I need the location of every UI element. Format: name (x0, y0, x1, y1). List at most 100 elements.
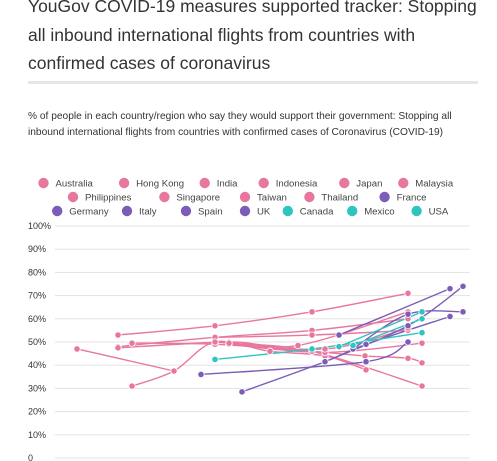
data-point-thailand[interactable] (321, 345, 329, 353)
data-point-australia[interactable] (404, 289, 412, 297)
legend-item-italy[interactable]: Italy (121, 205, 157, 218)
data-point-france[interactable] (446, 285, 454, 293)
page-title: YouGov COVID-19 measures supported track… (28, 0, 477, 73)
series-line-singapore (76, 348, 175, 372)
legend-swatch (67, 191, 79, 203)
legend-item-japan[interactable]: Japan (339, 177, 382, 190)
legend-swatch (52, 205, 63, 217)
y-tick-label: 0 (28, 453, 33, 461)
series-line-usa (352, 318, 423, 347)
legend-swatch (239, 191, 251, 203)
legend-label: Malaysia (415, 178, 454, 189)
legend-item-canada[interactable]: Canada (282, 205, 334, 218)
chart-description: % of people in each country/region who s… (28, 111, 452, 138)
data-point-hong-kong[interactable] (418, 359, 426, 367)
data-point-malaysia[interactable] (114, 344, 122, 352)
legend-item-usa[interactable]: USA (411, 205, 449, 218)
data-point-spain[interactable] (459, 308, 467, 316)
data-point-taiwan[interactable] (418, 382, 426, 390)
legend-swatch (411, 205, 422, 217)
data-point-canada[interactable] (211, 355, 219, 363)
legend-item-thailand[interactable]: Thailand (304, 191, 358, 204)
legend-label: Canada (300, 206, 334, 217)
y-tick-label: 90% (28, 244, 46, 254)
data-point-thailand[interactable] (211, 338, 219, 346)
data-point-japan[interactable] (308, 331, 316, 339)
data-point-mexico[interactable] (418, 308, 426, 316)
data-point-indonesia[interactable] (362, 366, 370, 374)
legend-item-singapore[interactable]: Singapore (159, 191, 220, 204)
series-line-france (338, 287, 451, 336)
data-point-italy[interactable] (321, 358, 329, 366)
legend-label: Australia (56, 178, 94, 189)
data-point-usa[interactable] (418, 315, 426, 323)
data-point-singapore[interactable] (170, 367, 178, 375)
legend-item-australia[interactable]: Australia (38, 177, 94, 190)
legend-swatch (304, 191, 315, 203)
data-point-france[interactable] (335, 331, 343, 339)
data-point-germany[interactable] (404, 322, 412, 330)
data-point-philippines[interactable] (418, 339, 426, 347)
data-point-italy[interactable] (362, 340, 370, 348)
y-tick-label: 70% (28, 291, 46, 301)
y-tick-label: 50% (28, 337, 46, 347)
data-point-malaysia[interactable] (294, 341, 302, 350)
legend-swatch (258, 177, 269, 189)
legend-swatch (339, 177, 350, 189)
data-point-taiwan[interactable] (225, 339, 233, 347)
legend-item-spain[interactable]: Spain (180, 205, 223, 218)
data-point-hong-kong[interactable] (128, 339, 136, 347)
data-point-uk[interactable] (404, 338, 412, 346)
legend-swatch (199, 177, 210, 189)
legend-item-malaysia[interactable]: Malaysia (398, 177, 454, 190)
legend-swatch (239, 205, 251, 217)
y-tick-label: 30% (28, 383, 46, 393)
legend-item-india[interactable]: India (199, 177, 239, 190)
legend-label: Taiwan (257, 192, 287, 203)
legend-item-taiwan[interactable]: Taiwan (239, 191, 287, 204)
data-point-hong-kong[interactable] (404, 354, 412, 362)
y-tick-label: 40% (28, 360, 46, 370)
data-point-italy[interactable] (238, 388, 246, 396)
legend-label: France (397, 192, 427, 203)
data-point-singapore[interactable] (73, 345, 81, 353)
legend-label: Mexico (364, 206, 394, 217)
y-tick-label: 20% (28, 407, 46, 417)
series-lines (76, 285, 464, 393)
legend-swatch (398, 177, 409, 189)
series-line-australia (117, 292, 409, 336)
legend-item-hong-kong[interactable]: Hong Kong (118, 177, 184, 190)
data-point-uk[interactable] (362, 358, 370, 366)
y-tick-label: 60% (28, 314, 46, 324)
data-point-canada[interactable] (418, 329, 426, 337)
data-point-australia[interactable] (308, 308, 316, 316)
y-axis: 100% 90% 80% 70% 60% 50% 40% 30% 20% 10% 0 (28, 221, 51, 461)
data-point-spain[interactable] (404, 310, 412, 318)
data-point-canada[interactable] (308, 345, 316, 353)
data-point-germany[interactable] (459, 282, 467, 290)
legend-item-philippines[interactable]: Philippines (67, 191, 132, 204)
legend: Australia Hong Kong India Indonesia Japan Mal… (38, 177, 454, 218)
legend-item-france[interactable]: France (379, 191, 427, 204)
legend-item-indonesia[interactable]: Indonesia (258, 177, 318, 190)
data-point-australia[interactable] (211, 322, 219, 330)
legend-label: Hong Kong (136, 178, 184, 189)
legend-swatch (282, 205, 293, 217)
data-point-indonesia[interactable] (266, 347, 274, 355)
legend-item-germany[interactable]: Germany (52, 205, 109, 218)
legend-swatch (38, 177, 49, 189)
legend-label: Spain (198, 206, 223, 217)
data-point-indonesia[interactable] (128, 382, 136, 390)
data-point-uk[interactable] (197, 370, 205, 379)
line-chart: 100% 90% 80% 70% 60% 50% 40% 30% 20% 10% 0 Austral… (28, 177, 470, 461)
data-point-australia[interactable] (114, 331, 122, 339)
data-point-italy[interactable] (446, 312, 454, 321)
legend-item-uk[interactable]: UK (239, 205, 271, 218)
data-point-hong-kong[interactable] (361, 352, 369, 360)
legend-label: UK (257, 206, 271, 217)
series-line-italy (241, 315, 451, 393)
legend-item-mexico[interactable]: Mexico (347, 205, 395, 218)
data-point-mexico[interactable] (335, 343, 343, 351)
data-point-usa[interactable] (349, 341, 357, 350)
legend-label: Indonesia (276, 178, 318, 189)
